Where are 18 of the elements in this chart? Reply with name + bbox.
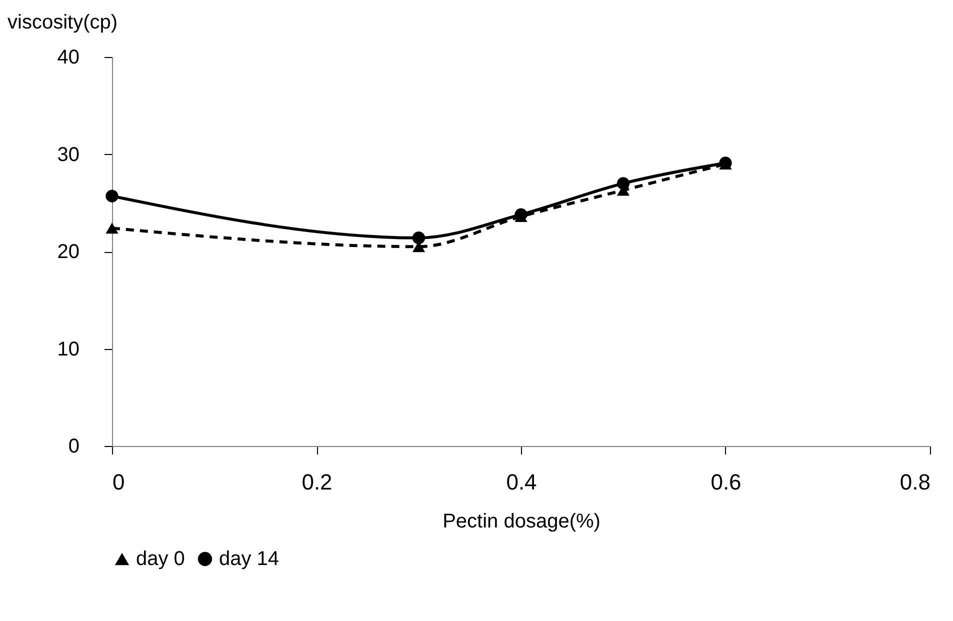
point [106,190,118,202]
x-tick-label: 0.2 [302,470,332,494]
x-tick-label: 0.4 [506,470,537,494]
x-tick-label: 0.8 [900,470,930,494]
legend-label: day 0 [136,548,185,570]
legend-label: day 14 [219,548,280,570]
y-tick-label: 30 [57,144,80,166]
x-tick-label: 0 [112,470,125,494]
point [106,222,118,234]
point [616,177,630,190]
x-axis-title: Pectin dosage(%) [442,510,600,532]
y-tick-label: 0 [68,436,80,458]
y-tick-label: 10 [57,338,80,360]
x-tick-label: 0.6 [710,470,742,494]
y-axis-title: viscosity(cp) [8,12,118,34]
y-tick-label: 40 [57,46,80,68]
point [412,232,426,244]
y-tick-label: 20 [57,241,80,263]
